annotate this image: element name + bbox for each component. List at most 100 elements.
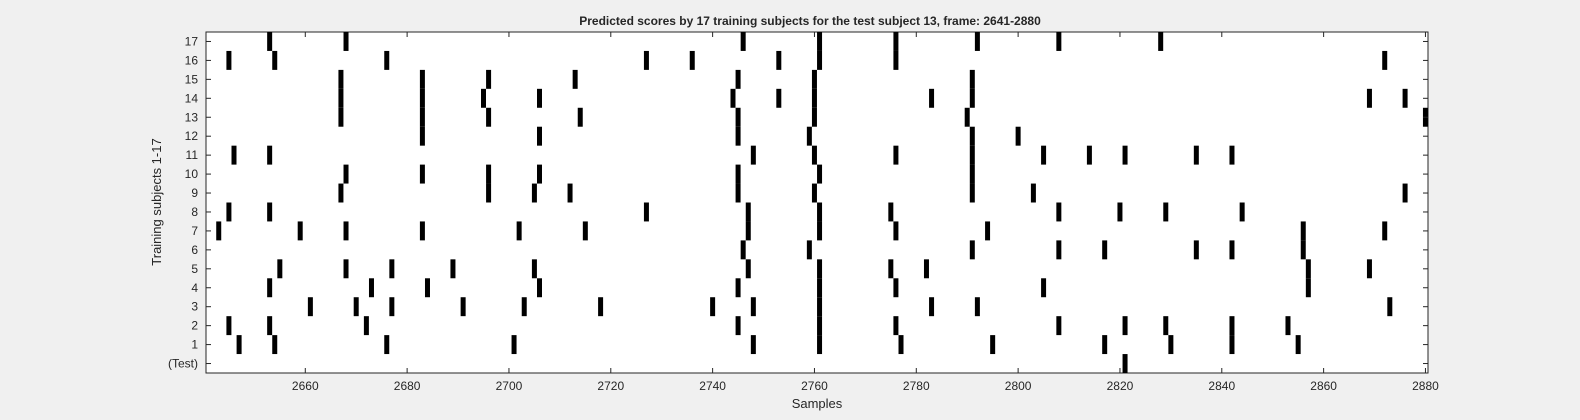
raster-mark <box>1285 316 1291 336</box>
raster-mark <box>419 107 425 127</box>
raster-mark <box>1163 316 1169 336</box>
raster-mark <box>419 88 425 108</box>
raster-mark <box>343 259 349 279</box>
raster-mark <box>745 221 751 241</box>
raster-mark <box>898 335 904 355</box>
raster-mark <box>817 335 823 355</box>
x-tick-label: 2680 <box>394 379 421 393</box>
y-tick-label: 8 <box>191 205 198 219</box>
y-tick-label: 5 <box>191 262 198 276</box>
y-tick-label: 16 <box>185 53 199 67</box>
raster-mark <box>1056 202 1062 222</box>
raster-mark <box>226 316 232 336</box>
raster-mark <box>343 32 349 51</box>
y-tick-label: 2 <box>191 319 198 333</box>
raster-mark <box>1300 240 1306 260</box>
raster-mark <box>817 297 823 317</box>
y-tick-label: 14 <box>185 91 199 105</box>
raster-mark <box>460 297 466 317</box>
y-tick-label: 15 <box>185 72 199 86</box>
raster-mark <box>481 88 486 108</box>
raster-mark <box>537 164 542 184</box>
raster-mark <box>643 202 649 222</box>
raster-mark <box>893 145 899 165</box>
raster-mark <box>1193 145 1199 165</box>
raster-mark <box>424 278 430 298</box>
raster-mark <box>1122 145 1128 165</box>
raster-mark <box>1229 335 1235 355</box>
raster-mark <box>267 316 273 336</box>
x-tick-label: 2700 <box>496 379 523 393</box>
raster-mark <box>567 183 573 203</box>
raster-mark <box>811 88 817 108</box>
x-tick-label: 2720 <box>597 379 624 393</box>
raster-mark <box>1030 183 1036 203</box>
raster-mark <box>893 278 899 298</box>
raster-mark <box>486 107 492 127</box>
raster-mark <box>1239 202 1245 222</box>
y-tick-label: 3 <box>191 300 198 314</box>
raster-marks <box>216 32 1428 373</box>
raster-mark <box>277 259 283 279</box>
raster-mark <box>750 297 756 317</box>
raster-mark <box>969 164 975 184</box>
raster-mark <box>486 183 492 203</box>
raster-mark <box>1102 335 1108 355</box>
y-tick-label: 10 <box>185 167 199 181</box>
x-tick-label: 2660 <box>292 379 319 393</box>
raster-mark <box>1305 278 1311 298</box>
raster-mark <box>450 259 456 279</box>
raster-mark <box>419 164 425 184</box>
raster-mark <box>1015 126 1021 146</box>
raster-mark <box>969 145 975 165</box>
x-tick-label: 2820 <box>1107 379 1134 393</box>
raster-mark <box>817 202 823 222</box>
raster-mark <box>985 221 991 241</box>
raster-mark <box>419 221 425 241</box>
y-tick-label: 9 <box>191 186 198 200</box>
y-tick-label: (Test) <box>168 357 198 371</box>
raster-mark <box>745 259 751 279</box>
raster-mark <box>486 164 492 184</box>
raster-mark <box>1229 145 1235 165</box>
raster-mark <box>817 32 823 51</box>
raster-mark <box>893 316 899 336</box>
raster-mark <box>735 107 741 127</box>
raster-mark <box>226 202 232 222</box>
raster-mark <box>893 221 899 241</box>
raster-mark <box>1122 316 1128 336</box>
y-axis-label: Training subjects 1-17 <box>149 138 164 265</box>
raster-mark <box>389 297 395 317</box>
raster-mark <box>272 335 278 355</box>
raster-mark <box>1056 240 1062 260</box>
raster-mark <box>806 240 812 260</box>
raster-mark <box>1086 145 1092 165</box>
raster-mark <box>384 50 390 70</box>
raster-mark <box>969 126 975 146</box>
raster-mark <box>1295 335 1301 355</box>
raster-mark <box>307 297 313 317</box>
raster-mark <box>817 278 823 298</box>
y-tick-label: 1 <box>191 338 198 352</box>
raster-mark <box>1366 259 1372 279</box>
x-tick-label: 2860 <box>1310 379 1337 393</box>
raster-mark <box>353 297 359 317</box>
raster-mark <box>811 69 817 89</box>
raster-mark <box>363 316 369 336</box>
raster-mark <box>974 32 980 51</box>
raster-mark <box>969 183 975 203</box>
raster-mark <box>776 50 782 70</box>
raster-mark <box>929 297 935 317</box>
raster-mark <box>537 126 542 146</box>
x-tick-label: 2740 <box>699 379 726 393</box>
raster-mark <box>710 297 716 317</box>
raster-mark <box>817 259 823 279</box>
raster-mark <box>735 278 741 298</box>
raster-mark <box>730 88 736 108</box>
raster-mark <box>338 107 344 127</box>
raster-mark <box>577 107 583 127</box>
y-tick-label: 17 <box>185 34 199 48</box>
raster-mark <box>582 221 588 241</box>
raster-mark <box>1168 335 1174 355</box>
